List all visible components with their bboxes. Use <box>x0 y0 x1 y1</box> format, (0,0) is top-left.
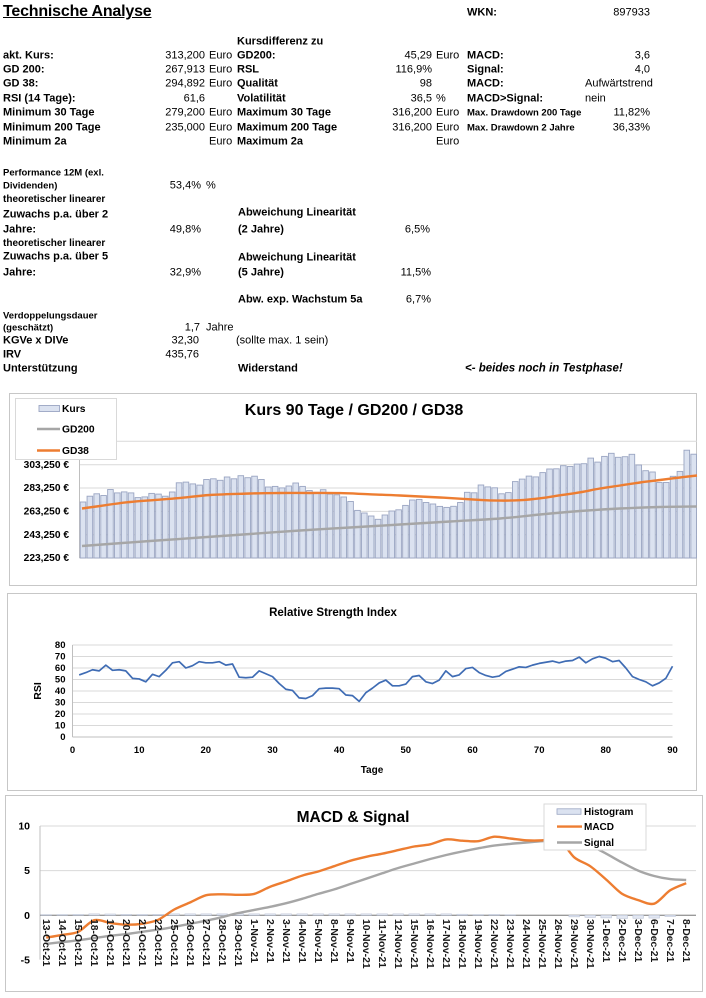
svg-text:50: 50 <box>55 675 66 686</box>
svg-text:80: 80 <box>55 640 66 651</box>
svg-text:283,250 €: 283,250 € <box>24 483 70 494</box>
svg-text:60: 60 <box>467 745 478 756</box>
svg-text:Tage: Tage <box>361 765 384 776</box>
svg-text:40: 40 <box>334 745 345 756</box>
svg-text:Signal: Signal <box>584 838 614 849</box>
svg-text:Kurs: Kurs <box>62 404 86 415</box>
svg-text:-5: -5 <box>21 954 30 966</box>
svg-text:GD38: GD38 <box>62 446 89 457</box>
svg-text:5: 5 <box>24 865 30 877</box>
svg-text:10: 10 <box>55 721 66 732</box>
svg-text:0: 0 <box>24 910 30 922</box>
svg-text:40: 40 <box>55 686 66 697</box>
svg-text:0: 0 <box>70 745 75 756</box>
svg-text:70: 70 <box>534 745 545 756</box>
svg-text:10: 10 <box>18 821 30 833</box>
svg-text:263,250 €: 263,250 € <box>24 507 70 518</box>
svg-text:Kurs 90 Tage / GD200 / GD38: Kurs 90 Tage / GD200 / GD38 <box>245 402 464 419</box>
svg-text:MACD: MACD <box>584 822 614 833</box>
svg-text:Histogram: Histogram <box>584 807 634 818</box>
svg-text:10: 10 <box>134 745 145 756</box>
svg-text:70: 70 <box>55 652 66 663</box>
svg-text:243,250 €: 243,250 € <box>24 530 70 541</box>
svg-text:80: 80 <box>601 745 612 756</box>
svg-text:30: 30 <box>55 698 66 709</box>
svg-text:50: 50 <box>401 745 412 756</box>
svg-text:20: 20 <box>55 709 66 720</box>
svg-text:90: 90 <box>667 745 678 756</box>
svg-text:223,250 €: 223,250 € <box>24 553 70 564</box>
svg-text:60: 60 <box>55 663 66 674</box>
svg-text:RSI: RSI <box>32 682 44 700</box>
svg-text:GD200: GD200 <box>62 425 95 436</box>
svg-text:Relative Strength Index: Relative Strength Index <box>269 607 397 619</box>
svg-text:303,250 €: 303,250 € <box>24 460 70 471</box>
svg-text:30: 30 <box>267 745 278 756</box>
svg-text:MACD & Signal: MACD & Signal <box>297 809 410 826</box>
svg-text:20: 20 <box>201 745 212 756</box>
svg-text:0: 0 <box>60 732 65 743</box>
